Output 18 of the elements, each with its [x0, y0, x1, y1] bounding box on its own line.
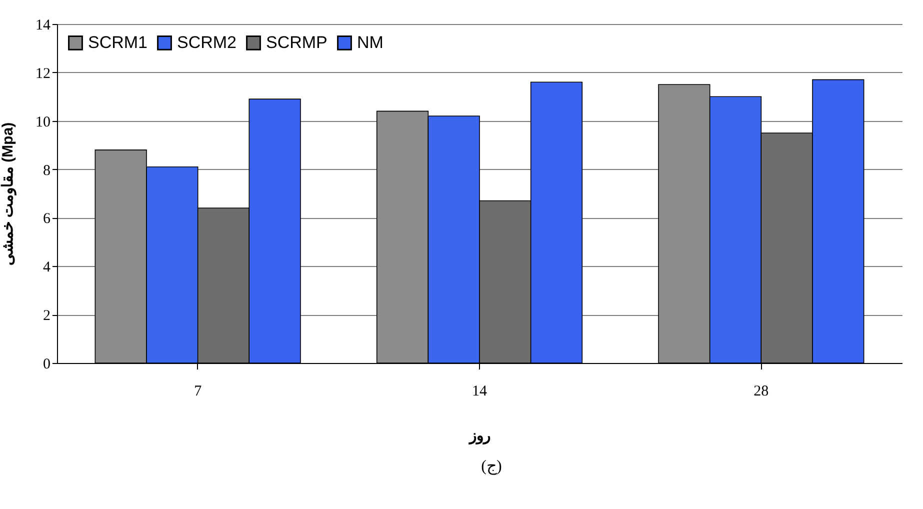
y-tick-label: 4 — [43, 260, 51, 276]
y-tick-label: 6 — [43, 211, 51, 228]
y-tick-label: 10 — [36, 114, 50, 130]
y-tick-label: 8 — [43, 162, 50, 179]
x-tick-label: 28 — [754, 384, 769, 400]
text: (ج) — [480, 457, 503, 477]
y-tick-label: 12 — [36, 66, 50, 82]
x-axis-title: روز — [468, 428, 490, 444]
x-tick-label: 7 — [194, 384, 202, 400]
x-tick-label: 14 — [472, 384, 488, 400]
legend-label: SCRM2 — [177, 32, 237, 52]
legend-label: SCRMP — [266, 32, 328, 52]
y-tick-label: 14 — [36, 18, 51, 34]
y-tick-label: 2 — [43, 308, 50, 324]
legend-label: SCRM1 — [88, 32, 148, 52]
legend-label: NM — [357, 32, 384, 52]
y-axis-title: مقاومت خمشی (Mpa) — [0, 122, 16, 266]
y-tick-label: 0 — [43, 356, 50, 372]
